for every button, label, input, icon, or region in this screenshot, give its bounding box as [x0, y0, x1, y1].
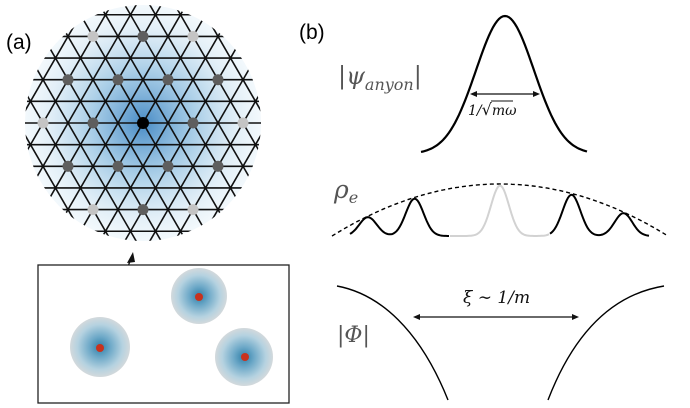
lattice-site: [237, 117, 249, 129]
lattice-site: [87, 204, 99, 216]
lattice-site: [137, 30, 149, 42]
phi-label: |Φ|: [337, 323, 370, 348]
lattice-site: [137, 204, 149, 216]
lattice-site: [87, 30, 99, 42]
lattice-site: [37, 117, 49, 129]
psi-gaussian-curve: [420, 14, 588, 153]
lattice-site: [162, 160, 174, 172]
lattice-line: [25, 20, 140, 241]
phi-plot: ξ ∼ 1/m |Φ|: [336, 285, 665, 401]
anyon-2: [171, 268, 227, 324]
rho-e-plot: ρe: [331, 175, 669, 237]
panel-a-lattice: [25, 5, 261, 241]
anyon-core: [195, 293, 203, 301]
width-label: 1/√mω: [468, 100, 517, 119]
lattice-site: [212, 74, 224, 86]
panel-a-label: (a): [6, 31, 32, 54]
lattice-line: [25, 5, 140, 226]
lattice-site: [87, 117, 99, 129]
lattice-site: [112, 74, 124, 86]
rho-label: ρe: [333, 175, 358, 207]
lattice-site: [162, 74, 174, 86]
lattice-sites: [37, 30, 249, 216]
lattice-site: [62, 160, 74, 172]
psi-anyon-plot: |ψanyon| 1/√mω: [338, 14, 588, 153]
lattice-site-center: [137, 117, 149, 129]
anyon-inset-box: [37, 264, 290, 404]
panel-b-label: (b): [299, 21, 325, 44]
xi-arrow: [413, 314, 579, 320]
xi-label: ξ ∼ 1/m: [463, 288, 530, 308]
density-curve-right: [549, 193, 650, 237]
lattice-line: [146, 5, 261, 226]
psi-label: |ψanyon|: [338, 62, 422, 94]
density-envelope-dashed: [331, 183, 669, 237]
lattice-site: [112, 160, 124, 172]
anyon-core: [96, 344, 104, 352]
lattice-site: [187, 204, 199, 216]
lattice-site: [62, 74, 74, 86]
density-curve-faded: [450, 184, 550, 237]
anyon-core: [241, 353, 249, 361]
phi-curve-right: [547, 285, 665, 401]
lattice-site: [187, 117, 199, 129]
lattice-site: [187, 30, 199, 42]
anyon-3: [215, 328, 273, 386]
anyon-1: [70, 317, 130, 377]
lattice-site: [212, 160, 224, 172]
density-curve-left: [349, 197, 449, 237]
phi-curve-left: [336, 285, 449, 401]
lattice-line: [146, 20, 261, 241]
width-arrow: [470, 91, 540, 97]
